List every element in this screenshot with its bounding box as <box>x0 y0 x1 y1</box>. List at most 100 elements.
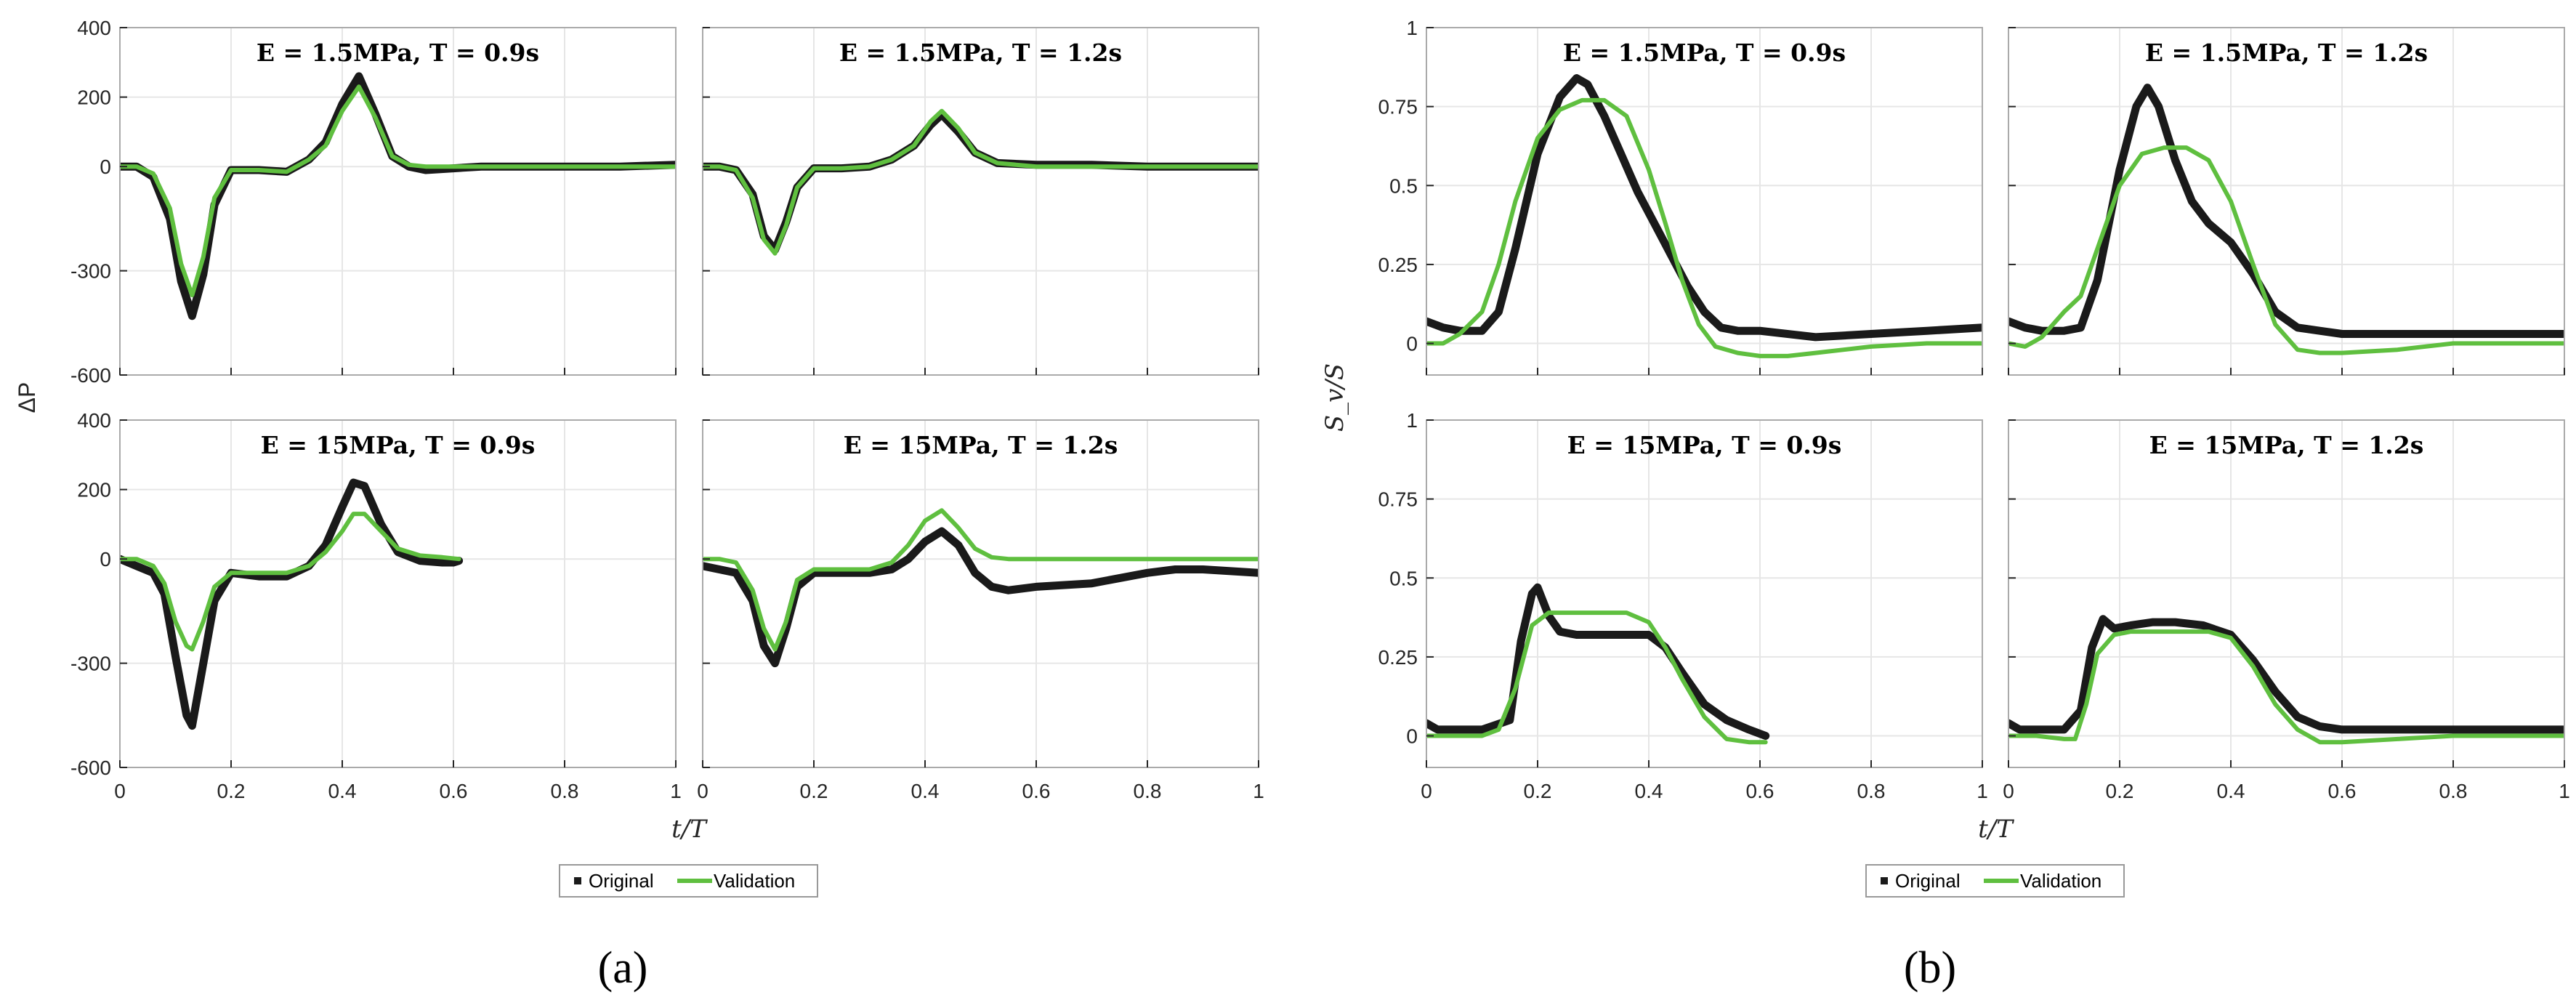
x-tick-label: 0.2 <box>1524 780 1552 802</box>
axes-box <box>1426 419 1983 768</box>
panel-title: E = 1.5MPa, T = 1.2s <box>839 39 1122 67</box>
x-axis-label: t/T <box>1978 815 2014 844</box>
y-tick-label: 200 <box>77 479 111 501</box>
x-tick-label: 0.6 <box>2328 780 2357 802</box>
x-tick-label: 0 <box>2003 780 2014 802</box>
series-line-original <box>120 478 464 730</box>
axes-box <box>702 419 1259 768</box>
x-tick-label: 0.2 <box>800 780 828 802</box>
axes-box <box>2008 27 2565 376</box>
y-axis-label: ΔP <box>14 382 40 414</box>
y-tick-label: -300 <box>70 653 111 675</box>
legend-label-validation: Validation <box>2020 870 2101 892</box>
y-axis-label: S_v/S <box>1320 363 1349 432</box>
series-line-original <box>1426 583 1770 740</box>
chart-panel-3: 0 0.2 0.4 0.6 0.8 1 -600 -300 0 200 400 E = 15MPa, … <box>70 409 682 802</box>
y-tick-label: -300 <box>70 260 111 283</box>
x-tick-label: 0.4 <box>911 780 940 802</box>
axes-box <box>1426 27 1983 376</box>
group-b: t/T S_v/S Original Validation (b) <box>1320 363 2125 993</box>
x-tick-label: 0 <box>114 780 126 802</box>
panel-title: E = 1.5MPa, T = 0.9s <box>1563 39 1846 67</box>
y-tick-label: 0.25 <box>1378 254 1418 276</box>
series-line-validation <box>1426 610 1768 745</box>
x-tick-label: 0.4 <box>2217 780 2245 802</box>
chart-panel-2: E = 1.5MPa, T = 1.2s <box>702 27 1259 376</box>
x-tick-label: 0.4 <box>328 780 357 802</box>
series-line-validation <box>120 84 676 298</box>
y-tick-label: 0.5 <box>1389 567 1418 589</box>
y-tick-label: 0 <box>100 548 111 570</box>
x-tick-label: 1 <box>1253 780 1264 802</box>
x-tick-label: 0.2 <box>2106 780 2134 802</box>
x-axis-label: t/T <box>671 815 708 844</box>
x-tick-label: 0.6 <box>1746 780 1774 802</box>
panel-title: E = 15MPa, T = 0.9s <box>1567 431 1842 459</box>
y-tick-label: 1 <box>1406 409 1418 432</box>
y-tick-label: -600 <box>70 757 111 779</box>
y-tick-label: 0.75 <box>1378 488 1418 511</box>
legend-label-original: Original <box>589 870 654 892</box>
x-tick-label: 0.4 <box>1635 780 1663 802</box>
figure-label: (b) <box>1904 943 1956 993</box>
series-line-validation <box>703 508 1259 652</box>
x-tick-label: 1 <box>1977 780 1988 802</box>
y-tick-label: 400 <box>77 17 111 39</box>
series-line-original <box>2008 615 2564 734</box>
series-line-validation <box>120 512 461 652</box>
x-tick-label: 0.8 <box>551 780 579 802</box>
legend-label-validation: Validation <box>714 870 795 892</box>
x-tick-label: 0.8 <box>1857 780 1886 802</box>
y-tick-label: 0.75 <box>1378 96 1418 118</box>
axes-box <box>119 419 677 768</box>
chart-panel-1: -600 -300 0 200 400 E = 1.5MPa, T = 0.9s <box>70 17 677 387</box>
axes-box <box>702 27 1259 376</box>
x-tick-label: 0.2 <box>217 780 246 802</box>
x-tick-label: 0 <box>697 780 708 802</box>
x-tick-label: 0.8 <box>2439 780 2468 802</box>
legend: Original Validation <box>1865 864 2125 898</box>
y-tick-label: 0.25 <box>1378 646 1418 669</box>
y-tick-label: 200 <box>77 86 111 109</box>
legend-marker-original <box>1881 877 1888 884</box>
series-line-validation <box>1426 97 1982 358</box>
legend-label-original: Original <box>1895 870 1961 892</box>
series-line-validation <box>703 108 1259 256</box>
x-tick-label: 0 <box>1421 780 1432 802</box>
chart-panel-8: 0 0.2 0.4 0.6 0.8 1 E = 15MPa, T = 1.2s <box>2003 419 2570 802</box>
series-line-original <box>2008 84 2564 338</box>
chart-panel-5: 0 0.25 0.5 0.75 1 E = 1.5MPa, T = 0.9s <box>1378 17 1983 376</box>
chart-panel-4: 0 0.2 0.4 0.6 0.8 1 E = 15MPa, T = 1.2s <box>697 419 1264 802</box>
panel-title: E = 1.5MPa, T = 1.2s <box>2145 39 2428 67</box>
y-tick-label: 0 <box>1406 333 1418 355</box>
series-line-original <box>703 527 1259 668</box>
panel-title: E = 15MPa, T = 0.9s <box>261 431 536 459</box>
x-tick-label: 0.6 <box>1022 780 1051 802</box>
x-tick-label: 0.8 <box>1134 780 1162 802</box>
x-tick-label: 1 <box>2559 780 2570 802</box>
panel-title: E = 1.5MPa, T = 0.9s <box>257 39 539 67</box>
series-line-original <box>120 72 676 320</box>
y-tick-label: 400 <box>77 409 111 432</box>
x-tick-label: 0.6 <box>440 780 468 802</box>
y-tick-label: -600 <box>70 364 111 387</box>
axes-box <box>119 27 677 376</box>
y-tick-label: 0 <box>1406 725 1418 748</box>
panel-title: E = 15MPa, T = 1.2s <box>2149 431 2424 459</box>
series-line-original <box>1426 74 1982 342</box>
axes-box <box>2008 419 2565 768</box>
chart-panel-6: E = 1.5MPa, T = 1.2s <box>2008 27 2565 376</box>
chart-panel-7: 0 0.2 0.4 0.6 0.8 1 0 0.25 0.5 0.75 1 E = 15MPa, T … <box>1378 409 1988 802</box>
y-tick-label: 0.5 <box>1389 174 1418 197</box>
x-tick-label: 1 <box>670 780 682 802</box>
series-line-validation <box>2008 145 2564 355</box>
group-a: t/T ΔP Original Validation (a) <box>14 382 818 993</box>
panel-title: E = 15MPa, T = 1.2s <box>844 431 1118 459</box>
group-decorations: t/T ΔP Original Validation (a) t/T S_v/S Origin… <box>14 363 2125 993</box>
y-tick-label: 1 <box>1406 17 1418 39</box>
legend-marker-original <box>574 877 581 884</box>
figure-label: (a) <box>598 943 648 993</box>
panels-layer: -600 -300 0 200 400 E = 1.5MPa, T = 0.9s E = 1… <box>70 17 2570 802</box>
y-tick-label: 0 <box>100 156 111 178</box>
